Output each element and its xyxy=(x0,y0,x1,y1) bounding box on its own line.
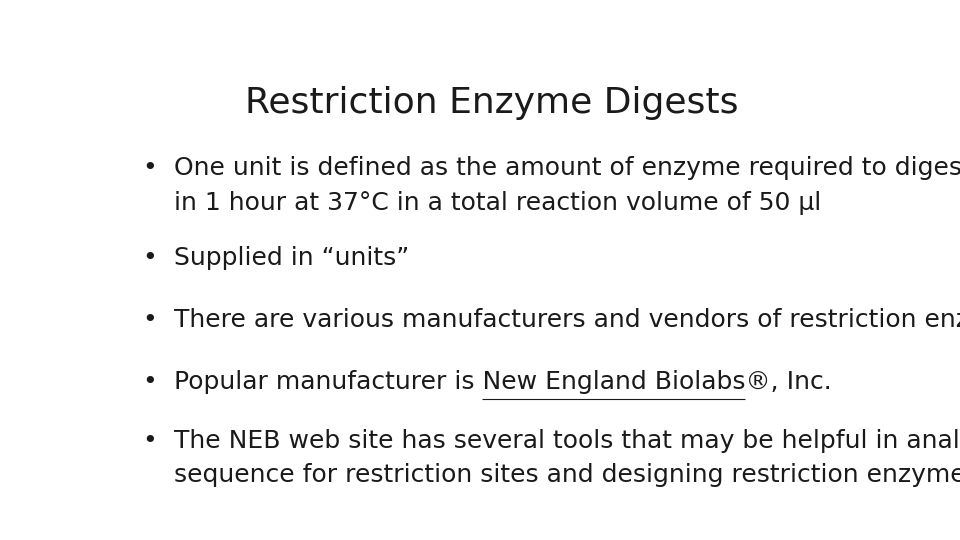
Text: There are various manufacturers and vendors of restriction enzymes: There are various manufacturers and vend… xyxy=(174,308,960,332)
Text: •: • xyxy=(142,370,157,394)
Text: Restriction Enzyme Digests: Restriction Enzyme Digests xyxy=(245,85,739,119)
Text: Supplied in “units”: Supplied in “units” xyxy=(174,246,409,269)
Text: •: • xyxy=(142,429,157,453)
Text: Popular manufacturer is: Popular manufacturer is xyxy=(174,370,482,394)
Text: The NEB web site has several tools that may be helpful in analyzing a DNA: The NEB web site has several tools that … xyxy=(174,429,960,453)
Text: •: • xyxy=(142,246,157,269)
Text: in 1 hour at 37°C in a total reaction volume of 50 μl: in 1 hour at 37°C in a total reaction vo… xyxy=(174,191,821,215)
Text: Popular manufacturer is New England Biolabs®, Inc.: Popular manufacturer is New England Biol… xyxy=(174,370,831,394)
Text: •: • xyxy=(142,156,157,180)
Text: One unit is defined as the amount of enzyme required to digest 1 μg of λ DNA: One unit is defined as the amount of enz… xyxy=(174,156,960,180)
Text: •: • xyxy=(142,308,157,332)
Text: sequence for restriction sites and designing restriction enzyme digest.: sequence for restriction sites and desig… xyxy=(174,463,960,487)
Text: Popular manufacturer is New England Biolabs: Popular manufacturer is New England Biol… xyxy=(174,370,745,394)
